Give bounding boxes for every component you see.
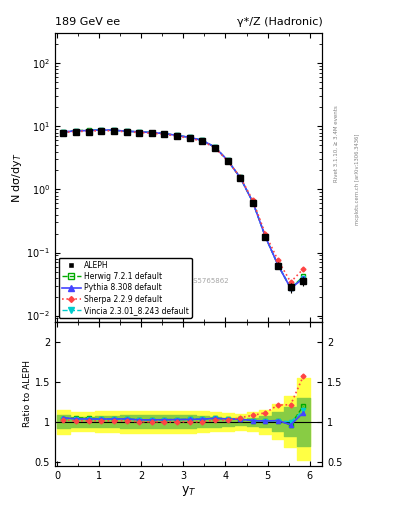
Text: Rivet 3.1.10, ≥ 3.4M events: Rivet 3.1.10, ≥ 3.4M events <box>334 105 338 182</box>
Legend: ALEPH, Herwig 7.2.1 default, Pythia 8.308 default, Sherpa 2.2.9 default, Vincia : ALEPH, Herwig 7.2.1 default, Pythia 8.30… <box>59 258 192 318</box>
Text: mcplots.cern.ch [arXiv:1306.3436]: mcplots.cern.ch [arXiv:1306.3436] <box>355 134 360 225</box>
Y-axis label: N dσ/dy$_T$: N dσ/dy$_T$ <box>9 152 24 203</box>
X-axis label: y$_T$: y$_T$ <box>181 483 196 498</box>
Y-axis label: Ratio to ALEPH: Ratio to ALEPH <box>23 360 32 428</box>
Text: 189 GeV ee: 189 GeV ee <box>55 16 120 27</box>
Text: γ*/Z (Hadronic): γ*/Z (Hadronic) <box>237 16 322 27</box>
Text: ALEPH_2004_S5765862: ALEPH_2004_S5765862 <box>147 278 230 284</box>
